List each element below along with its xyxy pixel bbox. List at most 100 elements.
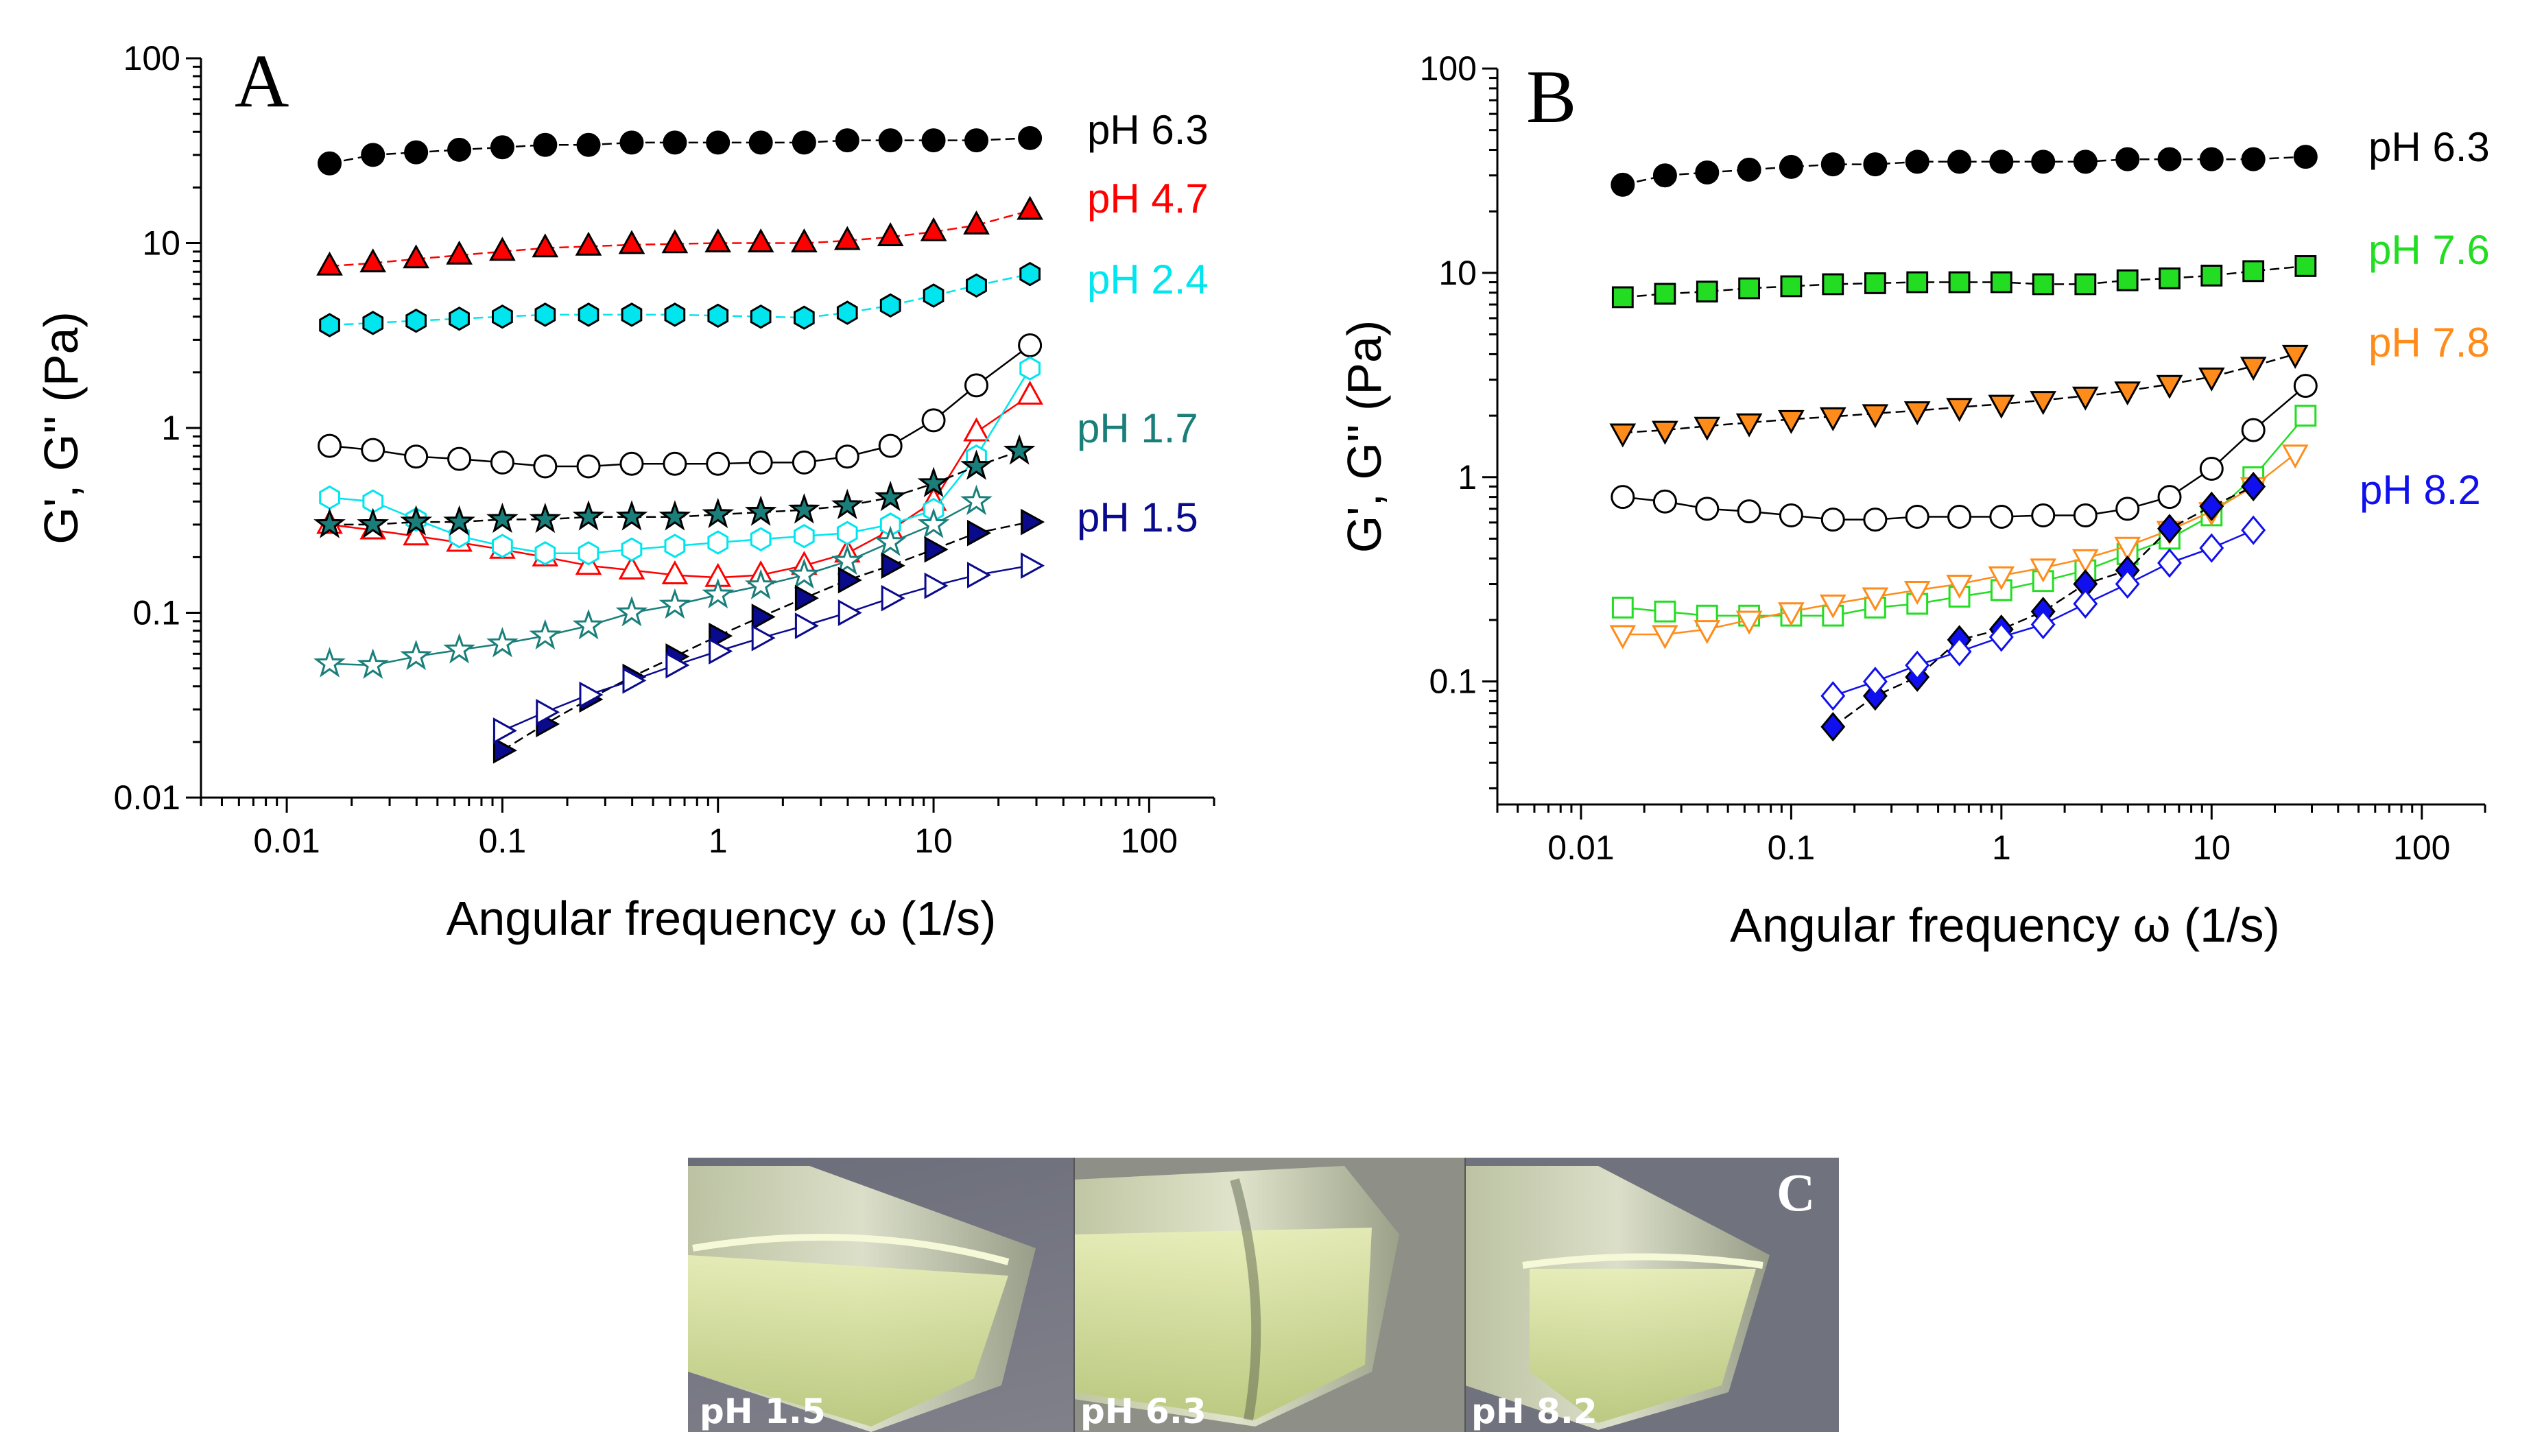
data-point <box>924 572 949 599</box>
data-point <box>1652 420 1678 445</box>
data-point <box>2032 273 2054 296</box>
data-point <box>2115 497 2140 521</box>
data-point <box>2030 391 2057 416</box>
data-point <box>663 451 687 476</box>
data-point <box>2114 536 2141 561</box>
data-point <box>2156 374 2183 399</box>
x-tick-label: 0.01 <box>1547 828 1614 867</box>
panel-letter: A <box>235 39 289 123</box>
data-point <box>1021 552 1045 580</box>
data-point <box>1819 407 1846 431</box>
data-point <box>619 130 644 155</box>
data-point <box>1906 271 1929 294</box>
data-point <box>2293 374 2318 398</box>
data-point <box>833 226 861 250</box>
data-point <box>2241 418 2266 442</box>
data-point <box>878 128 903 153</box>
data-point <box>1019 261 1041 287</box>
data-point <box>1820 712 1846 742</box>
data-point <box>1819 594 1846 619</box>
data-point <box>966 273 987 298</box>
data-point <box>492 534 513 558</box>
data-point <box>579 681 604 708</box>
y-tick-label: 100 <box>1420 49 1477 88</box>
data-point <box>1988 622 2014 652</box>
data-point <box>449 306 470 331</box>
data-point <box>575 231 602 256</box>
data-point <box>2157 514 2182 544</box>
data-point <box>665 652 690 679</box>
data-point <box>2031 503 2056 528</box>
data-point <box>664 534 686 558</box>
data-point <box>1903 401 1931 426</box>
data-point <box>1018 126 1043 150</box>
data-point <box>404 140 429 165</box>
data-point <box>960 484 993 516</box>
data-point <box>706 130 730 155</box>
data-point <box>835 128 859 153</box>
data-point <box>658 588 691 619</box>
data-point <box>361 438 385 462</box>
x-tick-label: 10 <box>914 822 953 860</box>
data-point <box>2242 260 2265 283</box>
data-point <box>2073 588 2098 619</box>
y-axis-label: G', G'' (Pa) <box>1338 320 1391 553</box>
y-tick-label: 0.01 <box>114 778 180 817</box>
data-point <box>1654 600 1676 623</box>
data-point <box>707 303 729 329</box>
vial-image-3 <box>1465 1158 1839 1432</box>
series-label: pH 7.6 <box>2368 227 2490 273</box>
data-point <box>492 717 517 744</box>
data-point <box>572 608 605 640</box>
data-point <box>404 444 429 469</box>
data-point <box>361 143 385 167</box>
data-point <box>921 408 946 433</box>
data-point <box>447 137 472 162</box>
data-point <box>621 537 643 562</box>
data-point <box>664 302 686 327</box>
data-point <box>702 577 735 609</box>
data-point <box>446 240 473 265</box>
data-point <box>1778 409 1805 434</box>
data-point <box>1695 160 1720 185</box>
data-point <box>791 228 818 252</box>
panel-letter: B <box>1526 55 1576 139</box>
data-point <box>400 639 433 671</box>
data-point <box>874 525 907 556</box>
data-point <box>792 130 816 155</box>
x-tick-label: 1 <box>709 822 728 860</box>
data-point <box>879 293 901 318</box>
data-point <box>2293 145 2318 169</box>
y-tick-label: 10 <box>142 224 180 263</box>
data-point <box>1990 271 2012 294</box>
data-point <box>924 536 949 563</box>
data-point <box>1779 154 1803 179</box>
data-point <box>2071 549 2099 573</box>
data-point <box>2157 548 2182 578</box>
data-point <box>831 544 864 575</box>
data-point <box>787 558 820 589</box>
data-point <box>2030 558 2057 583</box>
data-point <box>1862 667 1888 697</box>
data-point <box>707 530 729 555</box>
data-point <box>2199 491 2224 521</box>
data-point <box>489 237 516 261</box>
series-label: pH 6.3 <box>1087 107 1209 153</box>
data-point <box>661 229 689 254</box>
y-tick-label: 0.1 <box>132 594 180 632</box>
data-point <box>532 233 559 258</box>
data-point <box>529 502 562 534</box>
data-point <box>1948 271 1971 294</box>
panel-letter-c: C <box>1777 1162 1815 1222</box>
data-point <box>1946 575 1973 599</box>
data-point <box>536 699 560 726</box>
data-point <box>1738 277 1761 300</box>
data-point <box>1609 625 1637 649</box>
data-point <box>751 604 776 630</box>
photo-label-1: pH 1.5 <box>700 1392 826 1431</box>
data-point <box>615 595 648 627</box>
photo-panel-c: pH 1.5 pH 6.3 pH 8.2 C <box>688 1158 1839 1432</box>
data-point <box>794 523 815 549</box>
data-point <box>1989 505 2014 529</box>
y-tick-label: 0.1 <box>1429 663 1477 701</box>
